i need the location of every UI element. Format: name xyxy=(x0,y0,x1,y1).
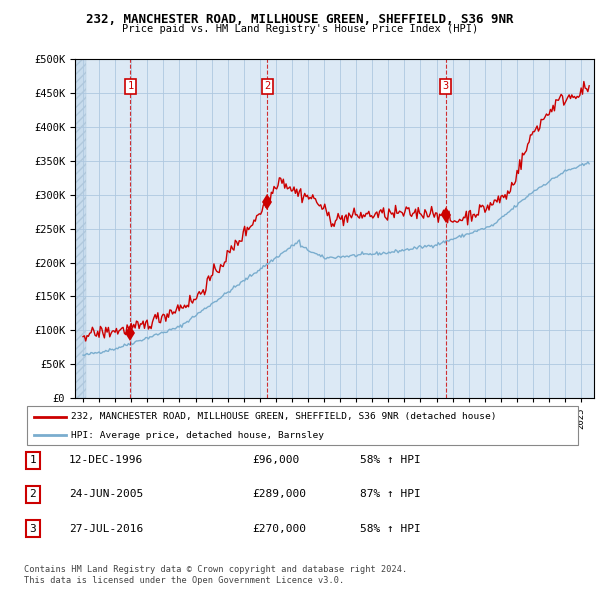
Text: 232, MANCHESTER ROAD, MILLHOUSE GREEN, SHEFFIELD, S36 9NR: 232, MANCHESTER ROAD, MILLHOUSE GREEN, S… xyxy=(86,13,514,26)
Text: Price paid vs. HM Land Registry's House Price Index (HPI): Price paid vs. HM Land Registry's House … xyxy=(122,24,478,34)
FancyBboxPatch shape xyxy=(27,406,578,445)
Text: 12-DEC-1996: 12-DEC-1996 xyxy=(69,455,143,465)
Text: 1: 1 xyxy=(29,455,37,465)
Text: 58% ↑ HPI: 58% ↑ HPI xyxy=(360,455,421,465)
Text: This data is licensed under the Open Government Licence v3.0.: This data is licensed under the Open Gov… xyxy=(24,576,344,585)
Text: 2: 2 xyxy=(29,490,37,499)
Text: 3: 3 xyxy=(443,81,449,91)
Text: £289,000: £289,000 xyxy=(252,490,306,499)
Text: 24-JUN-2005: 24-JUN-2005 xyxy=(69,490,143,499)
Text: 58% ↑ HPI: 58% ↑ HPI xyxy=(360,524,421,533)
Text: 1: 1 xyxy=(127,81,134,91)
Text: Contains HM Land Registry data © Crown copyright and database right 2024.: Contains HM Land Registry data © Crown c… xyxy=(24,565,407,574)
Text: 2: 2 xyxy=(265,81,271,91)
Text: £96,000: £96,000 xyxy=(252,455,299,465)
Text: £270,000: £270,000 xyxy=(252,524,306,533)
Text: 232, MANCHESTER ROAD, MILLHOUSE GREEN, SHEFFIELD, S36 9NR (detached house): 232, MANCHESTER ROAD, MILLHOUSE GREEN, S… xyxy=(71,412,497,421)
Polygon shape xyxy=(75,59,83,398)
Text: 27-JUL-2016: 27-JUL-2016 xyxy=(69,524,143,533)
Text: 87% ↑ HPI: 87% ↑ HPI xyxy=(360,490,421,499)
Text: HPI: Average price, detached house, Barnsley: HPI: Average price, detached house, Barn… xyxy=(71,431,325,440)
Text: 3: 3 xyxy=(29,524,37,533)
